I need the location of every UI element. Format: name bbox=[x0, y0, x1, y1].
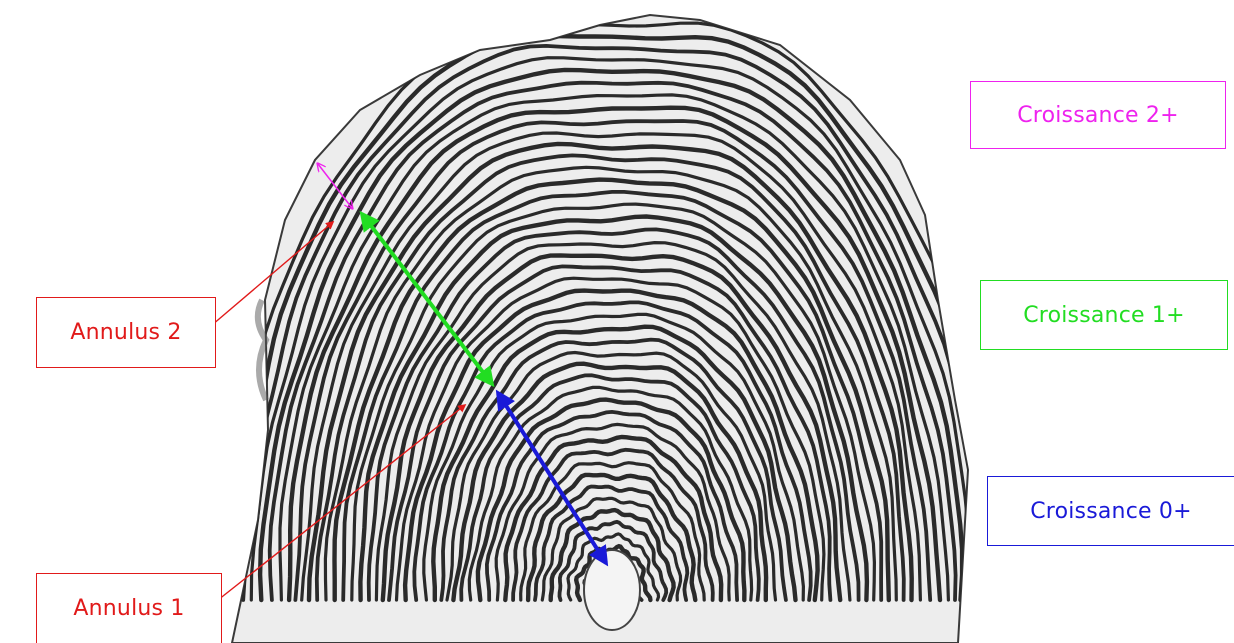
circulus-ring bbox=[300, 131, 922, 602]
circulus-ring bbox=[278, 93, 950, 602]
circulus-ring bbox=[350, 202, 877, 602]
circulus-ring bbox=[431, 324, 798, 603]
growth-0-text: Croissance 0+ bbox=[1030, 498, 1192, 524]
scale-focus bbox=[583, 549, 641, 631]
circulus-ring bbox=[293, 119, 933, 602]
fish-scale bbox=[230, 13, 970, 643]
circulus-ring bbox=[314, 153, 906, 602]
circulus-ring bbox=[257, 67, 965, 603]
circulus-ring bbox=[459, 373, 761, 602]
circulus-ring bbox=[234, 32, 968, 603]
circulus-ring bbox=[439, 337, 788, 602]
growth-0-label: Croissance 0+ bbox=[987, 476, 1234, 546]
annulus-1-pointer bbox=[217, 403, 467, 601]
growth-1-arrow bbox=[359, 210, 495, 388]
circulus-ring bbox=[306, 141, 914, 603]
circulus-ring bbox=[394, 276, 826, 602]
annulus-1-text: Annulus 1 bbox=[73, 596, 185, 621]
circulus-ring bbox=[451, 361, 769, 603]
circulus-ring bbox=[402, 288, 820, 603]
circulus-ring bbox=[366, 227, 861, 602]
annulus-2-text: Annulus 2 bbox=[70, 320, 182, 345]
growth-1-text: Croissance 1+ bbox=[1023, 302, 1185, 328]
annulus-2-pointer bbox=[211, 220, 335, 326]
circulus-ring bbox=[358, 214, 870, 603]
circulus-ring bbox=[566, 532, 661, 602]
circulus-ring bbox=[412, 300, 813, 602]
circulus-ring bbox=[267, 80, 958, 602]
growth-2-label: Croissance 2+ bbox=[970, 81, 1226, 149]
growth-2-text: Croissance 2+ bbox=[1017, 102, 1179, 128]
annulus-1-label: Annulus 1 bbox=[36, 573, 222, 643]
circulus-ring bbox=[286, 105, 943, 603]
circulus-ring bbox=[445, 350, 778, 602]
circulus-ring bbox=[422, 312, 806, 602]
circulus-ring bbox=[467, 385, 754, 602]
circulus-ring bbox=[249, 56, 968, 602]
circulus-ring bbox=[387, 264, 833, 602]
circulus-ring bbox=[380, 253, 843, 603]
growth-0-arrow bbox=[495, 389, 609, 567]
circulus-ring bbox=[374, 240, 852, 602]
growth-1-label: Croissance 1+ bbox=[980, 280, 1228, 350]
growth-2-arrow bbox=[318, 164, 352, 208]
circulus-ring bbox=[241, 43, 968, 602]
annulus-2-label: Annulus 2 bbox=[36, 297, 216, 368]
